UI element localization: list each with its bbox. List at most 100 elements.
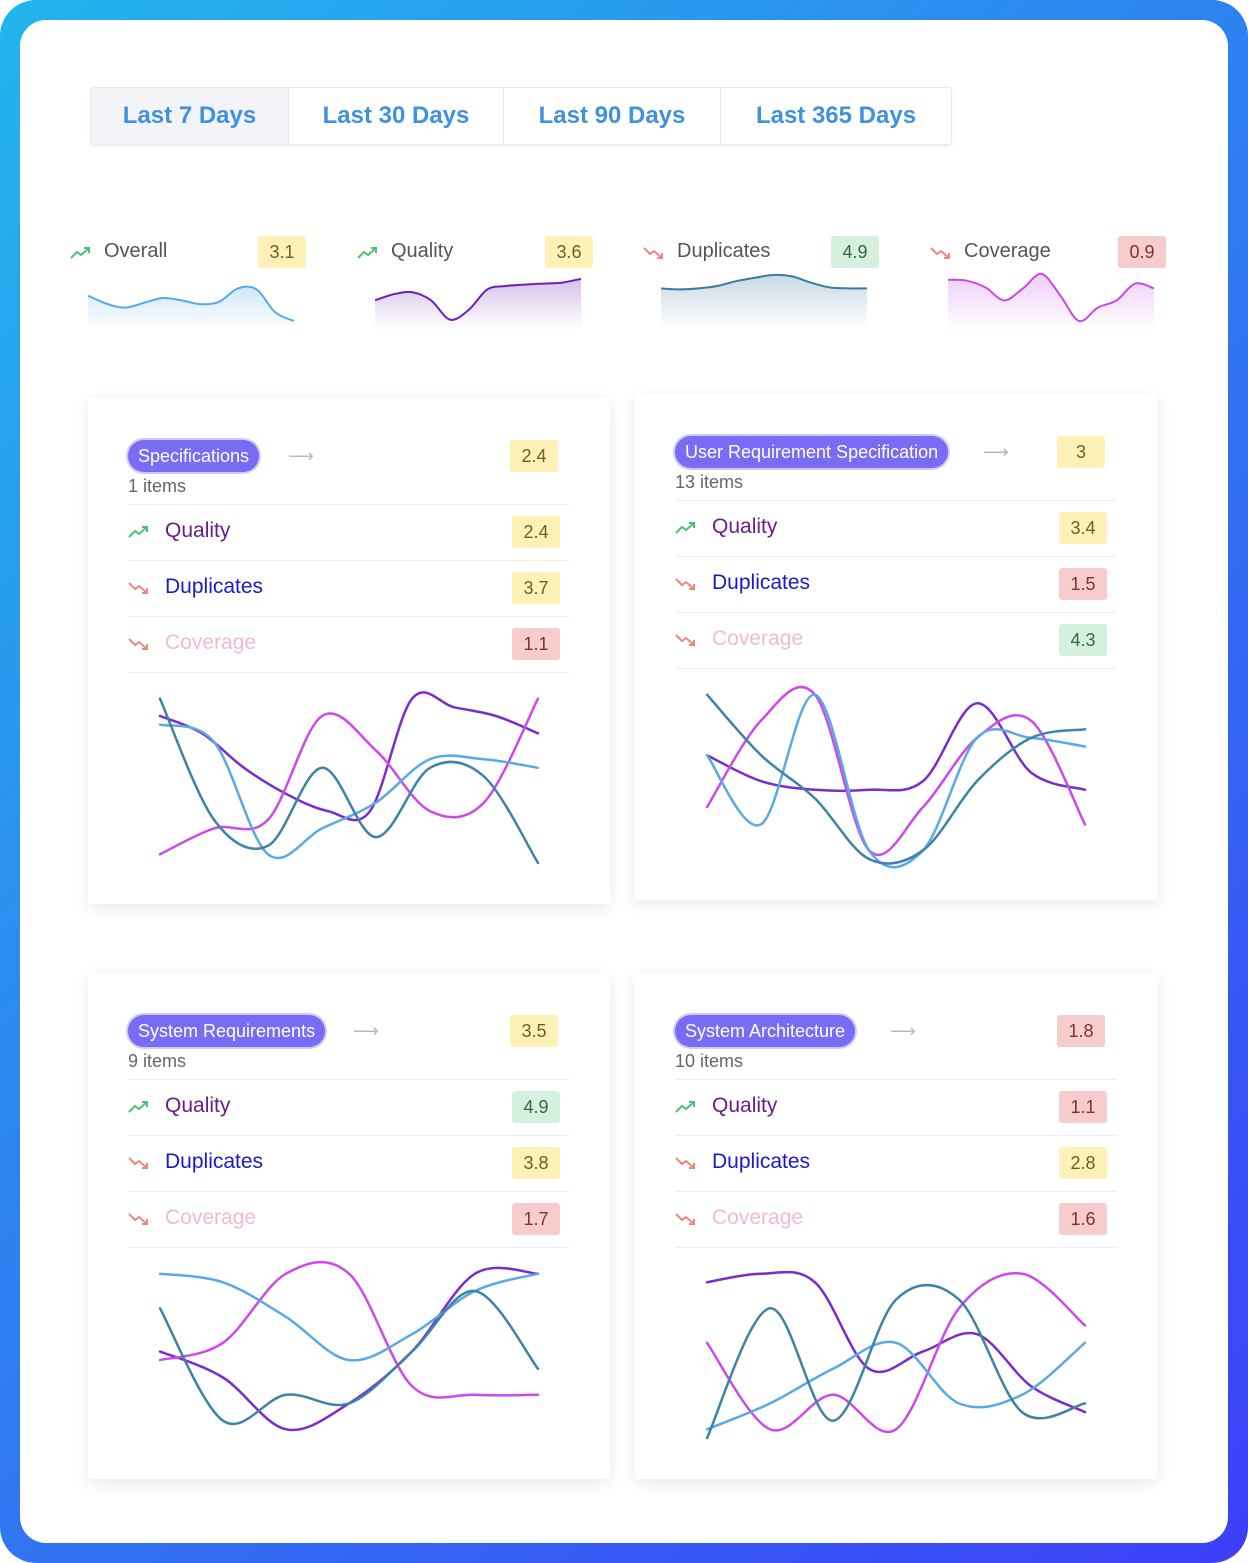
trend-chart [158, 691, 540, 865]
metric-label: Quality [712, 1094, 778, 1117]
arrow-right-icon[interactable]: ⟶ [890, 1021, 916, 1041]
trend-down-icon [128, 1157, 148, 1169]
score-badge: 1.6 [1059, 1203, 1107, 1235]
category-pill[interactable]: User Requirement Specification [675, 436, 949, 468]
score-badge: 2.4 [512, 516, 560, 548]
trend-down-icon [675, 578, 695, 590]
metric-row-quality: Quality 4.9 [128, 1079, 570, 1135]
tab-last-30-days[interactable]: Last 30 Days [289, 88, 504, 144]
score-badge: 3.8 [512, 1147, 560, 1179]
sparkline-chart [375, 277, 581, 330]
arrow-right-icon[interactable]: ⟶ [353, 1021, 379, 1041]
tab-last-365-days[interactable]: Last 365 Days [755, 102, 917, 129]
sparkline-label: Duplicates [677, 240, 771, 262]
trend-down-icon [930, 247, 950, 259]
card-user-requirement-specification[interactable]: User Requirement Specification ⟶ 13 item… [635, 394, 1157, 900]
series-line [705, 693, 1087, 869]
metric-label: Duplicates [165, 1150, 264, 1173]
trend-chart [158, 1260, 540, 1432]
series-line [705, 1272, 1087, 1434]
score-badge: 3.4 [1059, 512, 1107, 544]
series-line [705, 1340, 1087, 1431]
category-pill[interactable]: System Architecture [675, 1015, 856, 1047]
metric-row-coverage: Coverage 1.7 [128, 1191, 570, 1248]
tab-last-7-days[interactable]: Last 7 Days [91, 88, 289, 144]
item-count: 13 items [675, 472, 744, 492]
series-line [158, 697, 540, 865]
item-count: 1 items [128, 476, 187, 496]
sparkline-label: Quality [391, 240, 454, 262]
sparkline-chart [88, 285, 294, 330]
metric-label: Coverage [165, 1206, 257, 1229]
sparkline-coverage: Coverage 0.9 [930, 230, 1166, 350]
sparkline-area [375, 278, 581, 330]
metric-row-duplicates: Duplicates 3.8 [128, 1135, 570, 1191]
sparkline-area [661, 274, 867, 330]
score-badge: 2.8 [1059, 1147, 1107, 1179]
trend-up-icon [357, 247, 377, 259]
series-line [705, 693, 1087, 865]
tab-last-90-days[interactable]: Last 90 Days [504, 88, 721, 144]
sparkline-area [88, 286, 294, 330]
sparkline-line [88, 285, 294, 322]
metric-label: Coverage [712, 627, 804, 650]
sparkline-chart [948, 272, 1154, 330]
score-badge: 0.9 [1118, 236, 1166, 268]
metric-row-duplicates: Duplicates 3.7 [128, 560, 570, 616]
series-line [158, 723, 540, 860]
sparkline-overall: Overall 3.1 [70, 230, 306, 350]
score-badge: 1.1 [1059, 1091, 1107, 1123]
metric-row-quality: Quality 1.1 [675, 1079, 1117, 1135]
metric-label: Quality [712, 515, 778, 538]
score-badge: 2.4 [510, 440, 558, 472]
arrow-right-icon[interactable]: ⟶ [288, 446, 314, 466]
card-specifications[interactable]: Specifications ⟶ 1 items 2.4 Quality 2.4… [88, 398, 610, 904]
metric-row-quality: Quality 3.4 [675, 500, 1117, 556]
category-pill[interactable]: Specifications [128, 440, 260, 472]
score-badge: 1.7 [512, 1203, 560, 1235]
sparkline-quality: Quality 3.6 [357, 230, 593, 350]
card-system-architecture[interactable]: System Architecture ⟶ 10 items 1.8 Quali… [635, 973, 1157, 1479]
score-badge: 4.9 [831, 236, 879, 268]
item-count: 10 items [675, 1051, 744, 1071]
metric-label: Duplicates [165, 575, 264, 598]
sparkline-label: Overall [104, 240, 168, 262]
metric-label: Coverage [165, 631, 257, 654]
series-line [705, 685, 1087, 857]
trend-up-icon [675, 1101, 695, 1113]
score-badge: 3.6 [545, 236, 593, 268]
series-line [705, 702, 1087, 793]
score-badge: 3 [1057, 436, 1105, 468]
time-range-tabs: Last 7 Days Last 30 Days Last 90 Days La… [90, 87, 952, 145]
sparkline-area [948, 273, 1154, 330]
dashboard-panel: Last 7 Days Last 30 Days Last 90 Days La… [20, 20, 1228, 1543]
sparkline-label: Coverage [964, 240, 1051, 262]
metric-label: Quality [165, 519, 231, 542]
card-system-requirements[interactable]: System Requirements ⟶ 9 items 3.5 Qualit… [88, 973, 610, 1479]
score-badge: 1.5 [1059, 568, 1107, 600]
metric-row-coverage: Coverage 1.1 [128, 616, 570, 673]
metric-label: Duplicates [712, 1150, 811, 1173]
metric-row-quality: Quality 2.4 [128, 504, 570, 560]
trend-up-icon [128, 526, 148, 538]
sparkline-line [375, 277, 581, 321]
score-badge: 1.8 [1057, 1015, 1105, 1047]
trend-down-icon [128, 1213, 148, 1225]
trend-chart [705, 685, 1087, 869]
metric-label: Coverage [712, 1206, 804, 1229]
metric-label: Quality [165, 1094, 231, 1117]
arrow-right-icon[interactable]: ⟶ [983, 442, 1009, 462]
trend-down-icon [643, 247, 663, 259]
category-pill[interactable]: System Requirements [128, 1015, 326, 1047]
score-badge: 4.3 [1059, 624, 1107, 656]
series-line [158, 1260, 540, 1399]
score-badge: 1.1 [512, 628, 560, 660]
trend-down-icon [675, 1157, 695, 1169]
score-badge: 3.1 [258, 236, 306, 268]
metric-row-duplicates: Duplicates 2.8 [675, 1135, 1117, 1191]
series-line [705, 1283, 1087, 1440]
score-badge: 4.9 [512, 1091, 560, 1123]
sparkline-chart [661, 273, 867, 330]
score-badge: 3.5 [510, 1015, 558, 1047]
